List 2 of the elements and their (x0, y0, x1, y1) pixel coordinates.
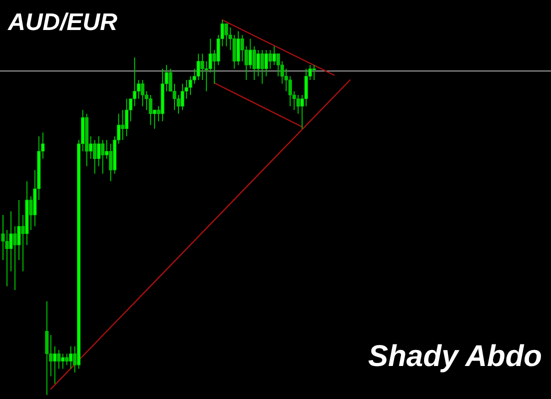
text: Shady Abdo (368, 340, 542, 373)
chart-title: AUD/EUR (7, 9, 118, 36)
